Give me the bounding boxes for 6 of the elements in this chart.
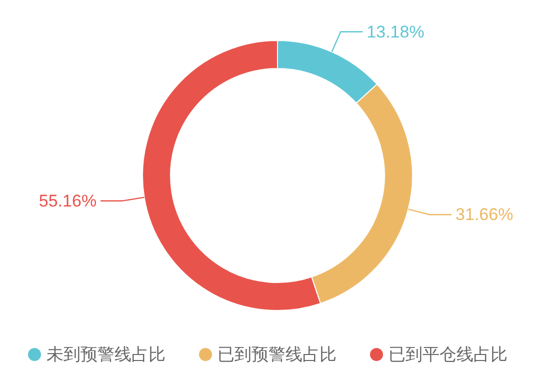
legend-label: 已到预警线占比: [218, 345, 336, 364]
data-label: 55.16%: [38, 191, 97, 210]
data-label: 31.66%: [456, 205, 514, 224]
legend-label: 未到预警线占比: [46, 345, 166, 364]
legend-label: 已到平仓线占比: [388, 345, 508, 364]
data-label: 13.18%: [366, 22, 424, 42]
